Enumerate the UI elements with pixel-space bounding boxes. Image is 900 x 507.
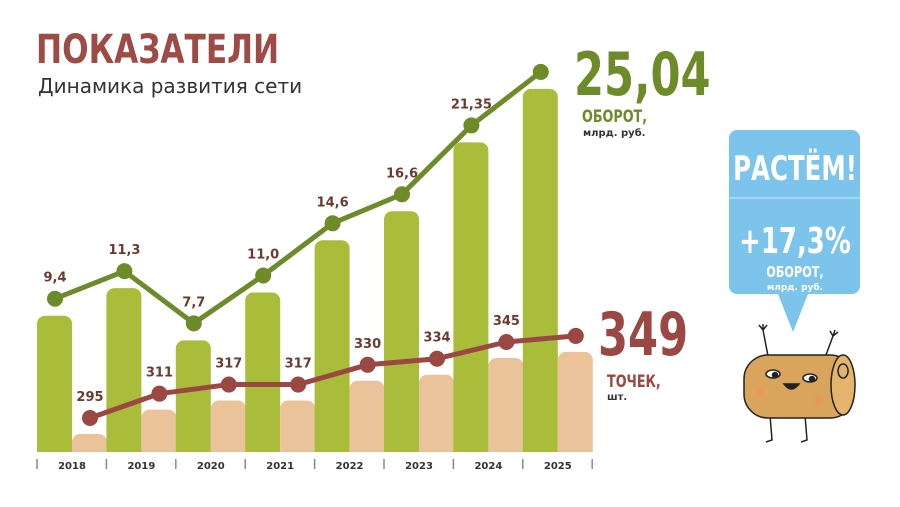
turnover-point [532, 63, 549, 80]
bubble-value: +17,3% [739, 221, 851, 262]
points-data-label: 295 [76, 390, 103, 405]
year-label: 2022 [336, 461, 364, 472]
points-bar [488, 358, 524, 452]
year-label: 2025 [544, 461, 572, 472]
turnover-data-label: 9,4 [43, 271, 66, 286]
bubble-unit: млрд. руб. [767, 282, 823, 293]
turnover-point [255, 267, 272, 284]
year-label: 2024 [474, 461, 502, 472]
points-point [498, 334, 515, 350]
year-label: 2020 [197, 461, 225, 472]
points-bar [419, 374, 454, 452]
turnover-point [47, 290, 63, 307]
turnover-data-label: 11,3 [108, 243, 140, 258]
points-label: ТОЧЕК, [607, 371, 661, 391]
bubble-label: ОБОРОТ, [766, 265, 823, 282]
turnover-bar [314, 240, 350, 452]
points-data-label: 334 [423, 331, 450, 346]
points-data-label: 317 [215, 357, 242, 372]
points-bar [210, 400, 246, 452]
turnover-data-label: 16,6 [386, 166, 418, 181]
turnover-data-label: 7,7 [182, 295, 205, 310]
points-data-label: 311 [146, 366, 173, 381]
year-label: 2018 [58, 461, 86, 472]
turnover-point [185, 315, 202, 332]
points-point [429, 350, 445, 367]
turnover-point [116, 263, 133, 280]
points-bar [557, 351, 593, 452]
points-bar [141, 409, 177, 452]
turnover-bar [37, 315, 72, 452]
turnover-line [54, 69, 543, 326]
points-point [82, 410, 98, 426]
turnover-bar [245, 292, 281, 452]
turnover-bar [522, 88, 558, 453]
turnover-point [394, 186, 410, 203]
page-title: ПОКАЗАТЕЛИ [36, 27, 279, 73]
points-point [151, 385, 168, 402]
turnover-value: 25,04 [574, 40, 711, 110]
bubble-title: РАСТЁМ! [733, 148, 857, 188]
year-label: 2021 [266, 461, 294, 472]
turnover-bar [175, 340, 211, 452]
points-data-label: 317 [285, 357, 312, 372]
points-point [359, 356, 376, 373]
roll-mascot-icon [743, 324, 856, 443]
turnover-data-label: 14,6 [317, 195, 349, 210]
points-point [220, 376, 237, 393]
year-label: 2023 [405, 461, 433, 472]
points-data-label: 330 [354, 337, 381, 352]
turnover-bar [453, 142, 489, 453]
turnover-bar [384, 211, 419, 452]
points-value: 349 [598, 300, 688, 370]
year-label: 2019 [127, 461, 155, 472]
points-point [567, 327, 584, 344]
turnover-data-label: 11,0 [247, 248, 279, 263]
turnover-label: ОБОРОТ, [582, 106, 647, 126]
turnover-data-label: 21,35 [451, 97, 492, 112]
turnover-unit: млрд. руб. [583, 127, 645, 139]
points-unit: шт. [607, 392, 627, 403]
turnover-point [324, 215, 341, 232]
points-line [89, 333, 577, 421]
points-data-label: 345 [493, 314, 520, 329]
points-bar [280, 400, 316, 452]
turnover-point [463, 117, 480, 134]
growth-bubble: РАСТЁМ! +17,3% ОБОРОТ, млрд. руб. [729, 130, 860, 332]
turnover-bar [106, 288, 142, 452]
chart-area: 2018 2019 2020 2021 2022 2023 2024 2025 9,4 11,3 7… [36, 63, 593, 472]
points-bar [72, 434, 107, 452]
points-point [290, 376, 307, 393]
page-subtitle: Динамика развития сети [38, 74, 302, 98]
points-bar [349, 380, 385, 452]
